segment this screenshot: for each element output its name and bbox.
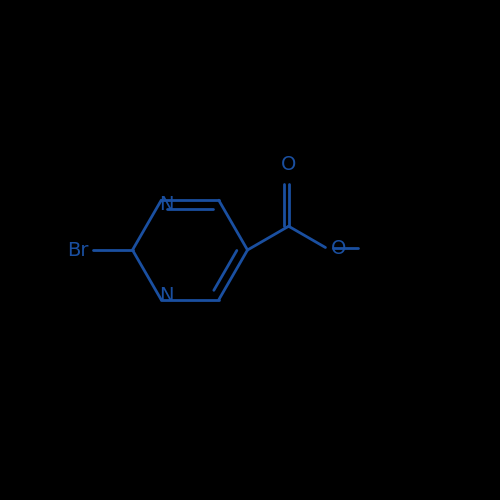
Text: N: N xyxy=(159,194,174,214)
Text: O: O xyxy=(330,240,346,258)
Text: N: N xyxy=(159,286,174,306)
Text: Br: Br xyxy=(67,240,88,260)
Text: O: O xyxy=(281,155,296,174)
